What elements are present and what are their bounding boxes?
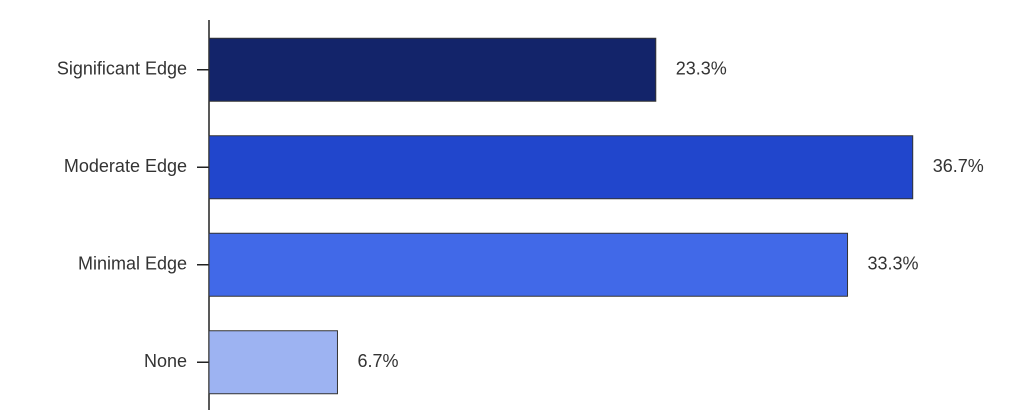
bar: [208, 330, 338, 395]
y-tick-label: Moderate Edge: [64, 156, 187, 176]
bar: [208, 135, 914, 200]
y-tick-label: None: [144, 351, 187, 371]
value-label: 36.7%: [933, 156, 984, 176]
value-label: 33.3%: [868, 254, 919, 274]
y-tick-label: Minimal Edge: [78, 254, 187, 274]
y-tick-label: Significant Edge: [57, 59, 187, 79]
value-label: 23.3%: [676, 59, 727, 79]
bar: [208, 232, 849, 297]
value-label: 6.7%: [357, 351, 398, 371]
bar: [208, 37, 657, 102]
